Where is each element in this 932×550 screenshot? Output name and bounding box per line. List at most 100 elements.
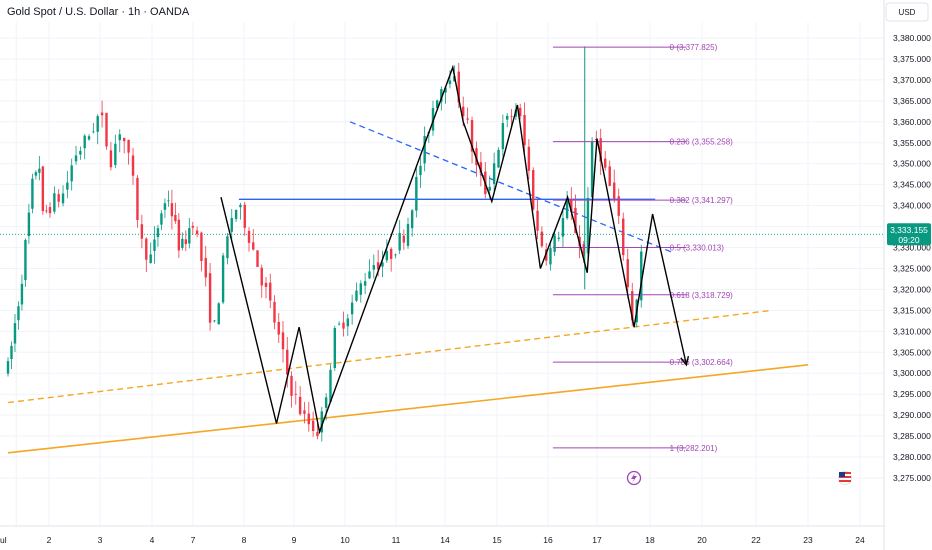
- time-tick-label: 23: [803, 535, 813, 545]
- time-tick-label: 20: [697, 535, 707, 545]
- candle-body: [536, 210, 539, 231]
- candle-body: [363, 281, 367, 286]
- candle-body: [574, 207, 577, 234]
- candle-body: [92, 131, 95, 133]
- candle-body: [177, 219, 181, 251]
- candle-body: [70, 165, 73, 182]
- candle-body: [264, 282, 268, 287]
- zigzag-pattern[interactable]: [220, 64, 690, 435]
- candle-body: [298, 396, 302, 415]
- time-tick-label: 2: [47, 535, 52, 545]
- candle-body: [385, 250, 389, 261]
- dashed-resistance-line: [349, 121, 672, 253]
- time-tick-label: 24: [855, 535, 865, 545]
- candle-body: [333, 328, 336, 368]
- candle-body: [372, 265, 376, 270]
- grid: [0, 22, 884, 526]
- candle-body: [149, 254, 152, 264]
- price-tick-label: 3,380.000: [893, 33, 931, 43]
- price-tick-label: 3,365.000: [893, 96, 931, 106]
- candle-body: [466, 118, 469, 120]
- candle-body: [346, 318, 350, 327]
- bar-countdown: 09:20: [898, 235, 920, 245]
- price-tick-label: 3,375.000: [893, 54, 931, 64]
- candle-body: [510, 116, 513, 118]
- price-tick-label: 3,355.000: [893, 138, 931, 148]
- candle-body: [170, 203, 174, 217]
- time-tick-label: 8: [242, 535, 247, 545]
- zigzag-path: [220, 64, 688, 435]
- candle-body: [608, 166, 611, 186]
- price-scale[interactable]: [884, 0, 932, 550]
- candle-body: [226, 236, 229, 259]
- candle-body: [96, 116, 99, 132]
- price-tick-label: 3,340.000: [893, 201, 931, 211]
- price-tick-label: 3,345.000: [893, 180, 931, 190]
- candle-body: [497, 149, 500, 168]
- candle-body: [604, 158, 607, 168]
- candle-body: [501, 123, 505, 150]
- candle-body: [311, 420, 315, 431]
- candle-body: [586, 197, 590, 254]
- candle-body: [398, 232, 401, 251]
- time-tick-label: 22: [751, 535, 761, 545]
- candle-body: [640, 251, 643, 301]
- candle-body: [324, 397, 328, 408]
- candle-body: [167, 200, 170, 202]
- candle-body: [127, 139, 130, 153]
- candle-body: [277, 321, 280, 335]
- candle-body: [163, 203, 167, 210]
- candle-body: [406, 224, 410, 246]
- candle-body: [243, 204, 246, 228]
- candle-body: [626, 259, 629, 288]
- time-tick-label: 18: [645, 535, 655, 545]
- candle-body: [599, 138, 602, 162]
- candle-body: [156, 228, 160, 238]
- candle-body: [45, 210, 48, 212]
- candle-body: [79, 150, 82, 155]
- price-tick-label: 3,275.000: [893, 473, 931, 483]
- fibonacci-retracement[interactable]: 0 (3,377.825) 0.236 (3,355.258) 0.382 (3,3…: [552, 43, 733, 453]
- candle-body: [230, 217, 233, 232]
- currency-button[interactable]: [885, 2, 929, 22]
- price-axis-labels: 3,380.000 3,375.000 3,370.000 3,365.000 3,36…: [893, 33, 931, 483]
- candle-body: [184, 239, 188, 245]
- price-tick-label: 3,290.000: [893, 410, 931, 420]
- candle-body: [549, 248, 552, 265]
- currency-label: USD: [899, 8, 916, 17]
- candle-body: [53, 193, 56, 212]
- candle-body: [557, 237, 560, 239]
- chart-title: Gold Spot / U.S. Dollar · 1h · OANDA: [7, 6, 190, 18]
- candle-body: [74, 155, 78, 162]
- candle-body: [114, 143, 117, 166]
- price-tick-label: 3,295.000: [893, 389, 931, 399]
- price-tick-label: 3,360.000: [893, 117, 931, 127]
- time-tick-label: 11: [392, 535, 401, 545]
- candle-body: [290, 375, 293, 396]
- price-tick-label: 3,350.000: [893, 159, 931, 169]
- time-tick-label: 17: [592, 535, 602, 545]
- candle-body: [402, 235, 406, 243]
- candle-body: [195, 230, 199, 235]
- candle-body: [136, 177, 139, 221]
- us-flag-icon[interactable]: [838, 471, 852, 485]
- candle-body: [394, 254, 397, 256]
- candle-body: [217, 303, 220, 325]
- candle-body: [260, 267, 263, 286]
- time-axis-labels: ul 2 3 4 7 8 9 10 11 14 15 16 17 18 20 22 23 24: [0, 535, 865, 545]
- candle-body: [188, 228, 191, 244]
- candle-body: [273, 301, 276, 323]
- candle-body: [41, 166, 45, 212]
- candle-body: [204, 258, 207, 278]
- price-tick-label: 3,370.000: [893, 75, 931, 85]
- candle-body: [329, 369, 332, 402]
- time-tick-label: 10: [340, 535, 350, 545]
- candle-body: [145, 238, 148, 260]
- candle-body: [553, 235, 556, 252]
- candle-body: [191, 225, 194, 228]
- candle-body: [140, 224, 144, 239]
- lightning-event-icon[interactable]: [626, 470, 642, 486]
- candle-body: [57, 194, 60, 202]
